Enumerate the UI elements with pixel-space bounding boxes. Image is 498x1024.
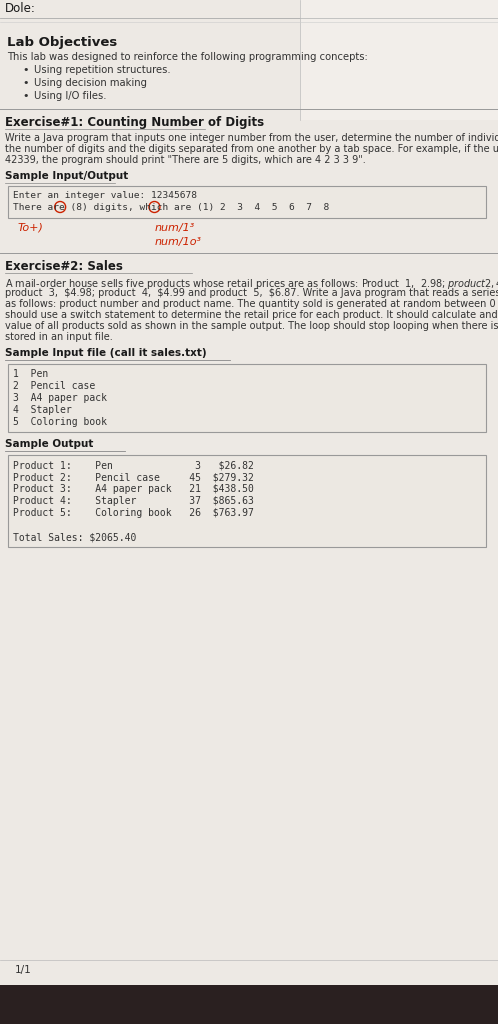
Text: Lab Objectives: Lab Objectives xyxy=(7,36,117,49)
Text: Exercise#2: Sales: Exercise#2: Sales xyxy=(5,260,123,273)
Text: Exercise#1: Counting Number of Digits: Exercise#1: Counting Number of Digits xyxy=(5,116,264,129)
Text: Total Sales: $2065.40: Total Sales: $2065.40 xyxy=(13,532,136,542)
Text: 1  Pen: 1 Pen xyxy=(13,369,48,379)
Text: 5  Coloring book: 5 Coloring book xyxy=(13,417,107,427)
Text: num/1o³: num/1o³ xyxy=(155,237,202,247)
FancyBboxPatch shape xyxy=(8,455,486,547)
FancyBboxPatch shape xyxy=(0,985,498,1024)
Text: stored in an input file.: stored in an input file. xyxy=(5,332,113,342)
Text: A mail-order house sells five products whose retail prices are as follows: Produ: A mail-order house sells five products w… xyxy=(5,278,498,291)
Text: •: • xyxy=(22,91,28,101)
Text: value of all products sold as shown in the sample output. The loop should stop l: value of all products sold as shown in t… xyxy=(5,321,498,331)
Text: should use a switch statement to determine the retail price for each product. It: should use a switch statement to determi… xyxy=(5,310,498,319)
Text: To+): To+) xyxy=(18,223,44,233)
Text: Using repetition structures.: Using repetition structures. xyxy=(34,65,171,75)
Text: Write a Java program that inputs one integer number from the user, determine the: Write a Java program that inputs one int… xyxy=(5,133,498,143)
FancyBboxPatch shape xyxy=(300,0,498,120)
Text: product  3,  $4.98; product  4,  $4.99 and product  5,  $6.87. Write a Java prog: product 3, $4.98; product 4, $4.99 and p… xyxy=(5,288,498,298)
Text: Product 2:    Pencil case     45  $279.32: Product 2: Pencil case 45 $279.32 xyxy=(13,472,254,482)
Text: Product 1:    Pen              3   $26.82: Product 1: Pen 3 $26.82 xyxy=(13,460,254,470)
Text: •: • xyxy=(22,65,28,75)
Text: 4  Stapler: 4 Stapler xyxy=(13,406,72,415)
Text: Product 4:    Stapler         37  $865.63: Product 4: Stapler 37 $865.63 xyxy=(13,496,254,506)
Text: Sample Input file (call it sales.txt): Sample Input file (call it sales.txt) xyxy=(5,348,207,358)
Text: There are (8) digits, which are (1) 2  3  4  5  6  7  8: There are (8) digits, which are (1) 2 3 … xyxy=(13,203,329,212)
Text: Sample Output: Sample Output xyxy=(5,439,93,449)
Text: Product 3:    A4 paper pack   21  $438.50: Product 3: A4 paper pack 21 $438.50 xyxy=(13,484,254,494)
Text: 2  Pencil case: 2 Pencil case xyxy=(13,381,95,391)
Text: 42339, the program should print "There are 5 digits, which are 4 2 3 3 9".: 42339, the program should print "There a… xyxy=(5,155,366,165)
Text: Enter an integer value: 12345678: Enter an integer value: 12345678 xyxy=(13,191,197,200)
Text: •: • xyxy=(22,78,28,88)
Text: Sample Input/Output: Sample Input/Output xyxy=(5,171,128,181)
Text: Using decision making: Using decision making xyxy=(34,78,147,88)
Text: 3  A4 paper pack: 3 A4 paper pack xyxy=(13,393,107,403)
FancyBboxPatch shape xyxy=(8,186,486,218)
Text: Dole:: Dole: xyxy=(5,2,36,15)
FancyBboxPatch shape xyxy=(8,364,486,432)
Text: Product 5:    Coloring book   26  $763.97: Product 5: Coloring book 26 $763.97 xyxy=(13,508,254,518)
Text: This lab was designed to reinforce the following programming concepts:: This lab was designed to reinforce the f… xyxy=(7,52,368,62)
Text: Using I/O files.: Using I/O files. xyxy=(34,91,107,101)
Text: as follows: product number and product name. The quantity sold is generated at r: as follows: product number and product n… xyxy=(5,299,498,309)
Text: num/1³: num/1³ xyxy=(155,223,195,233)
Text: 1/1: 1/1 xyxy=(15,965,32,975)
Text: the number of digits and the digits separated from one another by a tab space. F: the number of digits and the digits sepa… xyxy=(5,144,498,154)
